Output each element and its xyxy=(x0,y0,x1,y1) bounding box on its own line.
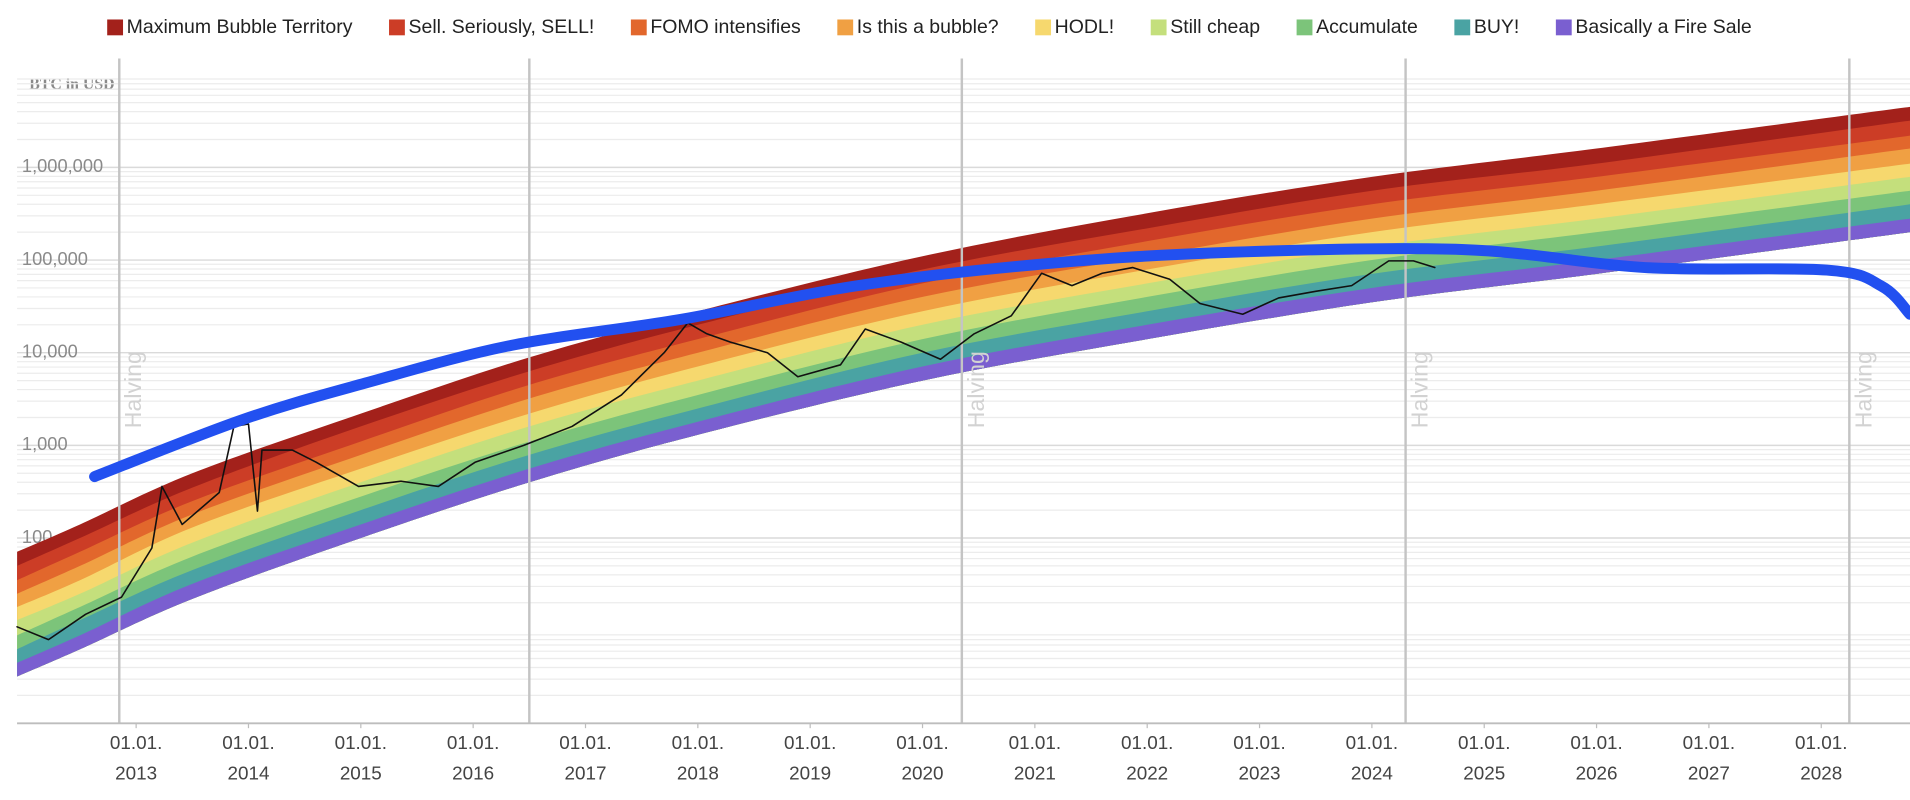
x-tick-label: 2026 xyxy=(1576,762,1618,783)
x-tick-label: 01.01. xyxy=(784,732,836,753)
legend-label: Sell. Seriously, SELL! xyxy=(409,16,595,38)
x-tick-label: 01.01. xyxy=(222,732,274,753)
y-tick-label: 1,000,000 xyxy=(22,155,103,176)
legend-swatch xyxy=(1555,19,1572,36)
x-tick-label: 01.01. xyxy=(1795,732,1847,753)
x-tick-label: 01.01. xyxy=(559,732,611,753)
x-tick-label: 2015 xyxy=(340,762,382,783)
x-tick-label: 2022 xyxy=(1126,762,1168,783)
halving-label: Halving xyxy=(1407,351,1433,428)
legend-label: BUY! xyxy=(1474,16,1519,38)
legend-swatch xyxy=(837,19,854,36)
legend-swatch xyxy=(389,19,405,36)
x-tick-label: 2018 xyxy=(677,762,719,783)
legend-swatch xyxy=(107,19,124,36)
x-tick-label: 01.01. xyxy=(672,732,724,753)
x-tick-label: 2013 xyxy=(115,762,157,783)
legend-swatch xyxy=(1454,19,1471,36)
legend-label: Basically a Fire Sale xyxy=(1575,16,1751,38)
legend-label: Maximum Bubble Territory xyxy=(127,16,353,38)
x-tick-label: 2028 xyxy=(1800,762,1842,783)
y-tick-label: 100,000 xyxy=(22,248,88,269)
legend-label: HODL! xyxy=(1055,16,1115,38)
x-tick-label: 2016 xyxy=(452,762,494,783)
x-tick-label: 01.01. xyxy=(896,732,948,753)
x-tick-label: 2024 xyxy=(1351,762,1393,783)
legend-swatch xyxy=(1035,19,1052,36)
legend-swatch xyxy=(1150,19,1167,36)
x-tick-label: 01.01. xyxy=(447,732,499,753)
drawn-line xyxy=(89,243,1910,483)
x-tick-label: 2021 xyxy=(1014,762,1056,783)
y-tick-label: 10,000 xyxy=(22,341,78,362)
price-line xyxy=(16,260,1436,641)
x-tick-label: 2025 xyxy=(1463,762,1505,783)
legend-label: Accumulate xyxy=(1316,16,1418,38)
legend-swatch xyxy=(630,19,647,36)
x-tick-label: 01.01. xyxy=(1570,732,1622,753)
legend-label: FOMO intensifies xyxy=(650,16,801,38)
x-tick-label: 01.01. xyxy=(1683,732,1735,753)
legend-label: Is this a bubble? xyxy=(857,16,999,38)
x-tick-label: 01.01. xyxy=(1346,732,1398,753)
legend-swatch xyxy=(1296,19,1313,36)
x-tick-label: 2014 xyxy=(227,762,269,783)
x-tick-label: 01.01. xyxy=(1009,732,1061,753)
x-tick-label: 01.01. xyxy=(1121,732,1173,753)
halving-label: Halving xyxy=(1850,351,1876,428)
x-tick-label: 01.01. xyxy=(1233,732,1285,753)
legend-label: Still cheap xyxy=(1170,16,1260,38)
x-tick-label: 2020 xyxy=(902,762,944,783)
x-tick-label: 2027 xyxy=(1688,762,1730,783)
x-tick-label: 01.01. xyxy=(335,732,387,753)
halving-label: Halving xyxy=(120,351,146,428)
x-tick-label: 01.01. xyxy=(1458,732,1510,753)
x-tick-label: 2019 xyxy=(789,762,831,783)
halving-label: Halving xyxy=(963,351,989,428)
x-tick-label: 01.01. xyxy=(110,732,162,753)
x-tick-label: 2017 xyxy=(565,762,607,783)
y-tick-label: 1,000 xyxy=(22,433,68,454)
x-tick-label: 2023 xyxy=(1239,762,1281,783)
